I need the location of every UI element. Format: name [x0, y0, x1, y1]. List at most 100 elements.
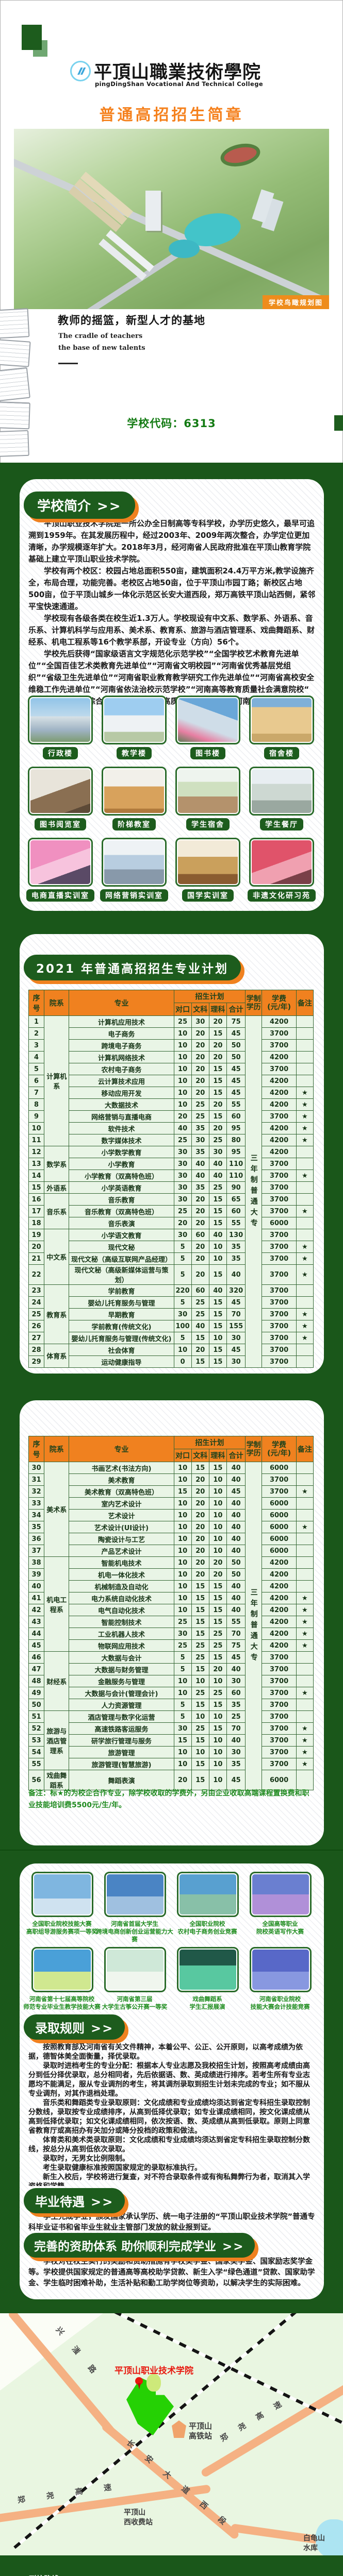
cell-index: 34: [28, 1509, 45, 1521]
cell-index: 3: [28, 1039, 45, 1052]
plan-table-row: 37 产品艺术设计 10 20 10 40 6000: [28, 1545, 314, 1557]
railway-line: [13, 2313, 300, 2549]
plan-table-row: 42 电气自动化技术 10 15 15 40 4200 ★: [28, 1604, 314, 1616]
plan-cell: 5: [173, 1296, 192, 1309]
plan-cell: 40: [191, 1320, 209, 1332]
plan-cell: 15: [208, 1616, 227, 1628]
cell-fee: 3700: [262, 1296, 297, 1309]
plan-cell: 40: [208, 1158, 227, 1170]
facility-item: 国学实训室: [175, 838, 240, 902]
cell-star: ★: [296, 1087, 314, 1099]
cell-index: 42: [28, 1604, 45, 1616]
plan-cell: 25: [191, 1651, 209, 1664]
plan-cell: 35: [226, 1241, 246, 1253]
col-like: 理科: [208, 1449, 227, 1462]
plan-table-row: 1 计算机系 计算机应用技术 25 30 20 75 三年制普通大专 4200: [28, 1015, 314, 1368]
cell-fee: 4200: [262, 1580, 297, 1592]
plan-cell: 60: [226, 1110, 246, 1123]
cell-index: 46: [28, 1651, 45, 1664]
plan-cell: 40: [226, 1580, 246, 1592]
award-caption: 全国职业院校 农村电子商务创业竞赛: [177, 1920, 237, 1935]
cell-major: 云计算技术应用: [69, 1075, 174, 1087]
plan-cell: 15: [191, 1462, 209, 1474]
cell-star: [296, 1663, 314, 1675]
cell-index: 54: [28, 1746, 45, 1758]
cell-index: 30: [28, 1462, 45, 1474]
plan-cell: 15: [191, 1355, 209, 1368]
plan-cell: 20: [191, 1051, 209, 1063]
facility-photo: [28, 838, 93, 887]
cell-index: 21: [28, 1252, 45, 1265]
cell-fee: 3700: [262, 1039, 297, 1052]
plan-cell: 25: [173, 1205, 192, 1217]
plan-cell: 35: [191, 1146, 209, 1158]
col-plan-group: 招生计划: [173, 990, 246, 1003]
plan-table-row: 38 机电工程系 智能机电技术 10 20 20 50 4200: [28, 1556, 314, 1652]
college-name-en: pingDingShan Vocational And Technical Co…: [95, 80, 264, 88]
cell-star: [296, 1545, 314, 1557]
cell-star: ★: [296, 1098, 314, 1111]
cell-major: 旅游管理: [69, 1746, 174, 1758]
plan-cell: 75: [226, 1015, 246, 1028]
award-caption: 河南省第三届 大学生古筝公开赛一等奖: [102, 1995, 168, 2010]
plan-cell: 35: [226, 1699, 246, 1711]
plan-cell: 15: [191, 1699, 209, 1711]
cell-star: [296, 1229, 314, 1241]
facility-label: 电商直播实训室: [26, 889, 94, 902]
cell-index: 40: [28, 1580, 45, 1592]
plan-cell: 55: [226, 1098, 246, 1111]
cell-index: 10: [28, 1122, 45, 1134]
cell-index: 53: [28, 1734, 45, 1747]
plan-cell: 20: [191, 1063, 209, 1075]
plan-cell: 10: [208, 1473, 227, 1486]
plan-cell: 60: [191, 1229, 209, 1241]
facility-item: 网络营销实训室: [100, 838, 168, 902]
cell-index: 11: [28, 1134, 45, 1146]
intro-paragraph: 学校现有各级各类在校生近1.3万人。学校现设有中文系、数学系、外语系、音乐系、计…: [28, 614, 315, 647]
cell-fee: 3700: [262, 1320, 297, 1332]
cell-index: 48: [28, 1675, 45, 1687]
plan-cell: 10: [208, 1734, 227, 1747]
facility-photo: [28, 696, 93, 744]
plan-cell: 20: [191, 1521, 209, 1533]
cell-fee: 6000: [262, 1521, 297, 1533]
books-illustration: [0, 308, 33, 459]
plan-cell: 10: [173, 1473, 192, 1486]
plan-cell: 35: [226, 1758, 246, 1770]
plan-table-row: 2 电子商务 10 20 15 45 3700: [28, 1027, 314, 1040]
plan-cell: 10: [173, 1568, 192, 1581]
plan-cell: 10: [208, 1710, 227, 1723]
plan-table-row: 6 云计算技术应用 10 20 15 45 4200: [28, 1075, 314, 1087]
facility-photo: [102, 696, 167, 744]
cell-index: 38: [28, 1556, 45, 1569]
plan-table-row: 35 艺术设计(UI设计) 10 20 10 40 6000 ★: [28, 1521, 314, 1533]
col-wenke: 文科: [191, 1449, 209, 1462]
plan-table-row: 30 美术系 书画艺术(书法方向) 10 15 15 40 三年制普通大专 6000: [28, 1462, 314, 1790]
plan-cell: 30: [173, 1229, 192, 1241]
cell-index: 50: [28, 1699, 45, 1711]
cell-major: 物联网应用技术: [69, 1639, 174, 1652]
plan-cell: 30: [173, 1193, 192, 1206]
plan-cell: 35: [226, 1252, 246, 1265]
plan-table-row: 22 现代文秘（高级新媒体运营与策划） 5 20 15 40 3700 ★: [28, 1264, 314, 1285]
plan-cell: 155: [226, 1320, 246, 1332]
plan-cell: 45: [226, 1087, 246, 1099]
plan-cell: 10: [173, 1462, 192, 1474]
plan-cell: 5: [173, 1241, 192, 1253]
intro-text: 平顶山职业技术学院是一所公办全日制高等专科学校，办学历史悠久，最早可追溯到195…: [28, 518, 316, 719]
cell-department: 音乐系: [44, 1193, 70, 1229]
cell-fee: 4200: [262, 1568, 297, 1581]
plan-cell: 110: [226, 1170, 246, 1182]
plan-cell: 20: [208, 1098, 227, 1111]
rule-paragraph: 体育类和美术类录取原则：文化成绩和专业成绩均须达到省定专科招生录取控制分数线，按…: [28, 2136, 310, 2154]
cell-star: ★: [296, 1639, 314, 1652]
facility-label: 国学实训室: [182, 889, 234, 902]
facility-label: 学生餐厅: [260, 818, 303, 831]
plan-cell: 20: [208, 1556, 227, 1569]
plan-cell: 25: [208, 1628, 227, 1640]
plan-cell: 15: [191, 1580, 209, 1592]
plan-cell: 40: [226, 1497, 246, 1510]
intro-paragraph: 平顶山职业技术学院是一所公办全日制高等专科学校，办学历史悠久，最早可追溯到195…: [28, 519, 315, 564]
plan-table-1: 序号 院系 专业 招生计划 学制 学历 学费 (元/年) 备注 对口 文科 理科…: [28, 990, 314, 1368]
plan-cell: 10: [208, 1545, 227, 1557]
